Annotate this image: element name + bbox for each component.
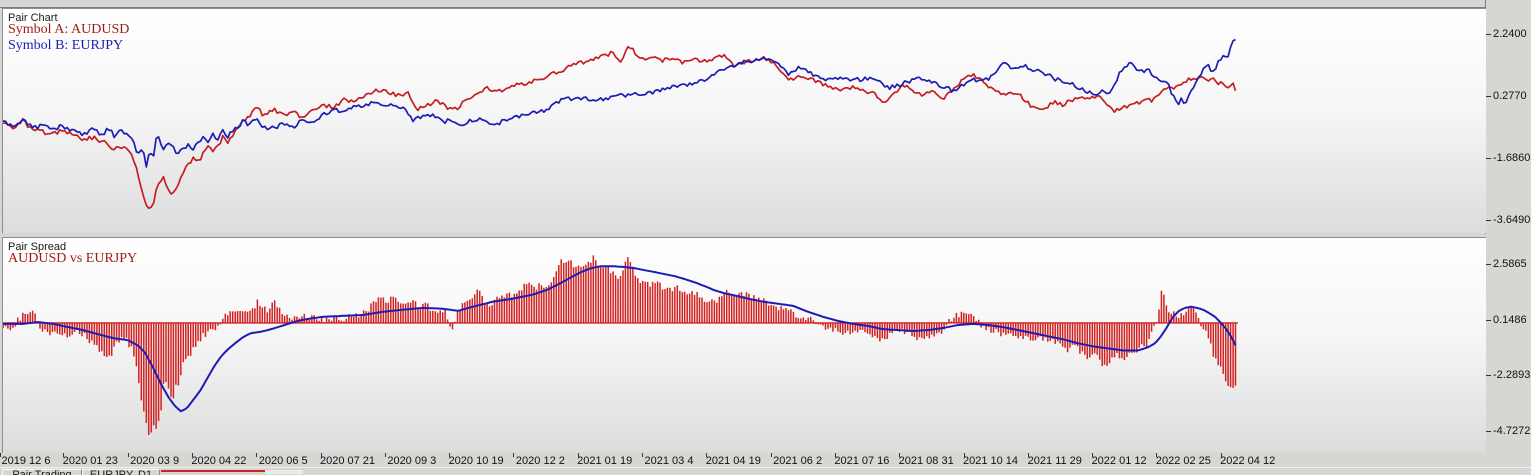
time-axis-label: 2021 04 19 — [705, 455, 761, 467]
time-axis-tick — [449, 453, 450, 457]
time-axis-label: 2020 01 23 — [62, 455, 118, 467]
time-axis-label: 2022 01 12 — [1091, 455, 1147, 467]
symbol-a-legend: Symbol A: AUDUSD — [8, 22, 130, 37]
time-axis-label: 2022 02 25 — [1155, 455, 1211, 467]
time-axis-tick — [771, 453, 772, 457]
y-axis-tick — [1486, 431, 1491, 432]
pair-spread-canvas[interactable] — [3, 238, 1484, 451]
y-axis-tick — [1486, 96, 1491, 97]
y-axis-label: -1.6860 — [1493, 152, 1531, 164]
time-axis-tick — [385, 453, 386, 457]
time-axis-tick — [192, 453, 193, 457]
time-axis-tick — [706, 453, 707, 457]
y-axis-label: 0.2770 — [1493, 90, 1527, 102]
time-axis-label: 2021 10 14 — [962, 455, 1019, 467]
time-axis-tick — [321, 453, 322, 457]
time-axis-tick — [256, 453, 257, 457]
time-axis-tick — [899, 453, 900, 457]
y-axis-tick — [1486, 158, 1491, 159]
chart-tab-bar: Pair Trading EURJPY, D1 — [0, 467, 1531, 475]
time-axis-label: 2021 06 2 — [773, 455, 823, 467]
time-axis-label: 2019 12 6 — [1, 455, 51, 467]
time-axis-label: 2020 09 3 — [387, 455, 437, 467]
time-axis-label: 2021 11 29 — [1027, 455, 1082, 467]
pair-spread-legend: AUDUSD vs EURJPY — [8, 251, 138, 266]
time-axis-tick — [1092, 453, 1093, 457]
time-axis-label: 2021 01 19 — [577, 455, 633, 467]
time-axis-tick — [128, 453, 129, 457]
toolbar-bottom-strip — [0, 0, 1485, 8]
y-axis-label: 2.2400 — [1493, 28, 1527, 40]
pair-spread-title: Pair Spread — [8, 241, 67, 253]
y-axis-tick — [1486, 375, 1491, 376]
panel-splitter[interactable] — [2, 233, 1485, 237]
time-axis-label: 2020 03 9 — [130, 455, 180, 467]
y-axis-label: -4.7272 — [1493, 425, 1531, 437]
tab-pair-trading[interactable]: Pair Trading — [2, 469, 82, 475]
time-axis-label: 2020 12 2 — [515, 455, 565, 467]
y-axis-tick — [1486, 320, 1491, 321]
time-axis-tick — [1156, 453, 1157, 457]
time-axis-label: 2020 07 21 — [319, 455, 376, 467]
tab-eurjpy-d1-label: EURJPY, D1 — [89, 469, 153, 475]
red-underline — [161, 470, 265, 472]
light-underline — [265, 470, 303, 474]
time-scale[interactable]: 2019 12 6 2020 01 23 2020 03 9 2020 04 22 20… — [0, 453, 1531, 467]
pair-chart-canvas[interactable] — [3, 9, 1484, 231]
price-scale[interactable]: 2.2400 0.2770 -1.6860 -3.6490 2.5865 0.1486 -2… — [1486, 0, 1531, 453]
symbol-b-legend: Symbol B: EURJPY — [8, 38, 124, 53]
time-axis-tick — [63, 453, 64, 457]
time-axis-tick — [513, 453, 514, 457]
tab-pair-trading-label: Pair Trading — [12, 469, 72, 475]
time-axis-tick — [642, 453, 643, 457]
time-axis-label: 2022 04 12 — [1220, 455, 1276, 467]
y-axis-label: -3.6490 — [1493, 214, 1531, 226]
pair-spread-panel[interactable]: Pair Spread AUDUSD vs EURJPY — [2, 237, 1487, 454]
time-axis-tick — [578, 453, 579, 457]
time-axis-label: 2021 03 4 — [644, 455, 694, 467]
time-axis-tick — [1028, 453, 1029, 457]
time-axis-label: 2020 06 5 — [258, 455, 308, 467]
time-axis-tick — [0, 453, 1, 457]
pair-chart-title: Pair Chart — [8, 12, 58, 24]
time-axis-label: 2021 08 31 — [898, 455, 954, 467]
time-axis-label: 2020 04 22 — [191, 455, 247, 467]
y-axis-tick — [1486, 34, 1491, 35]
y-axis-label: -2.2893 — [1493, 369, 1531, 381]
y-axis-tick — [1486, 264, 1491, 265]
y-axis-label: 0.1486 — [1493, 314, 1527, 326]
time-axis-tick — [1221, 453, 1222, 457]
time-axis-label: 2021 07 16 — [834, 455, 890, 467]
y-axis-tick — [1486, 220, 1491, 221]
time-axis-tick — [964, 453, 965, 457]
scale-divider-line — [1485, 0, 1486, 8]
tab-eurjpy-d1[interactable]: EURJPY, D1 — [82, 469, 160, 475]
time-axis-tick — [835, 453, 836, 457]
pair-chart-panel[interactable]: Pair Chart Symbol A: AUDUSD Symbol B: EU… — [2, 8, 1487, 234]
y-axis-label: 2.5865 — [1493, 258, 1527, 270]
time-axis-label: 2020 10 19 — [448, 455, 504, 467]
